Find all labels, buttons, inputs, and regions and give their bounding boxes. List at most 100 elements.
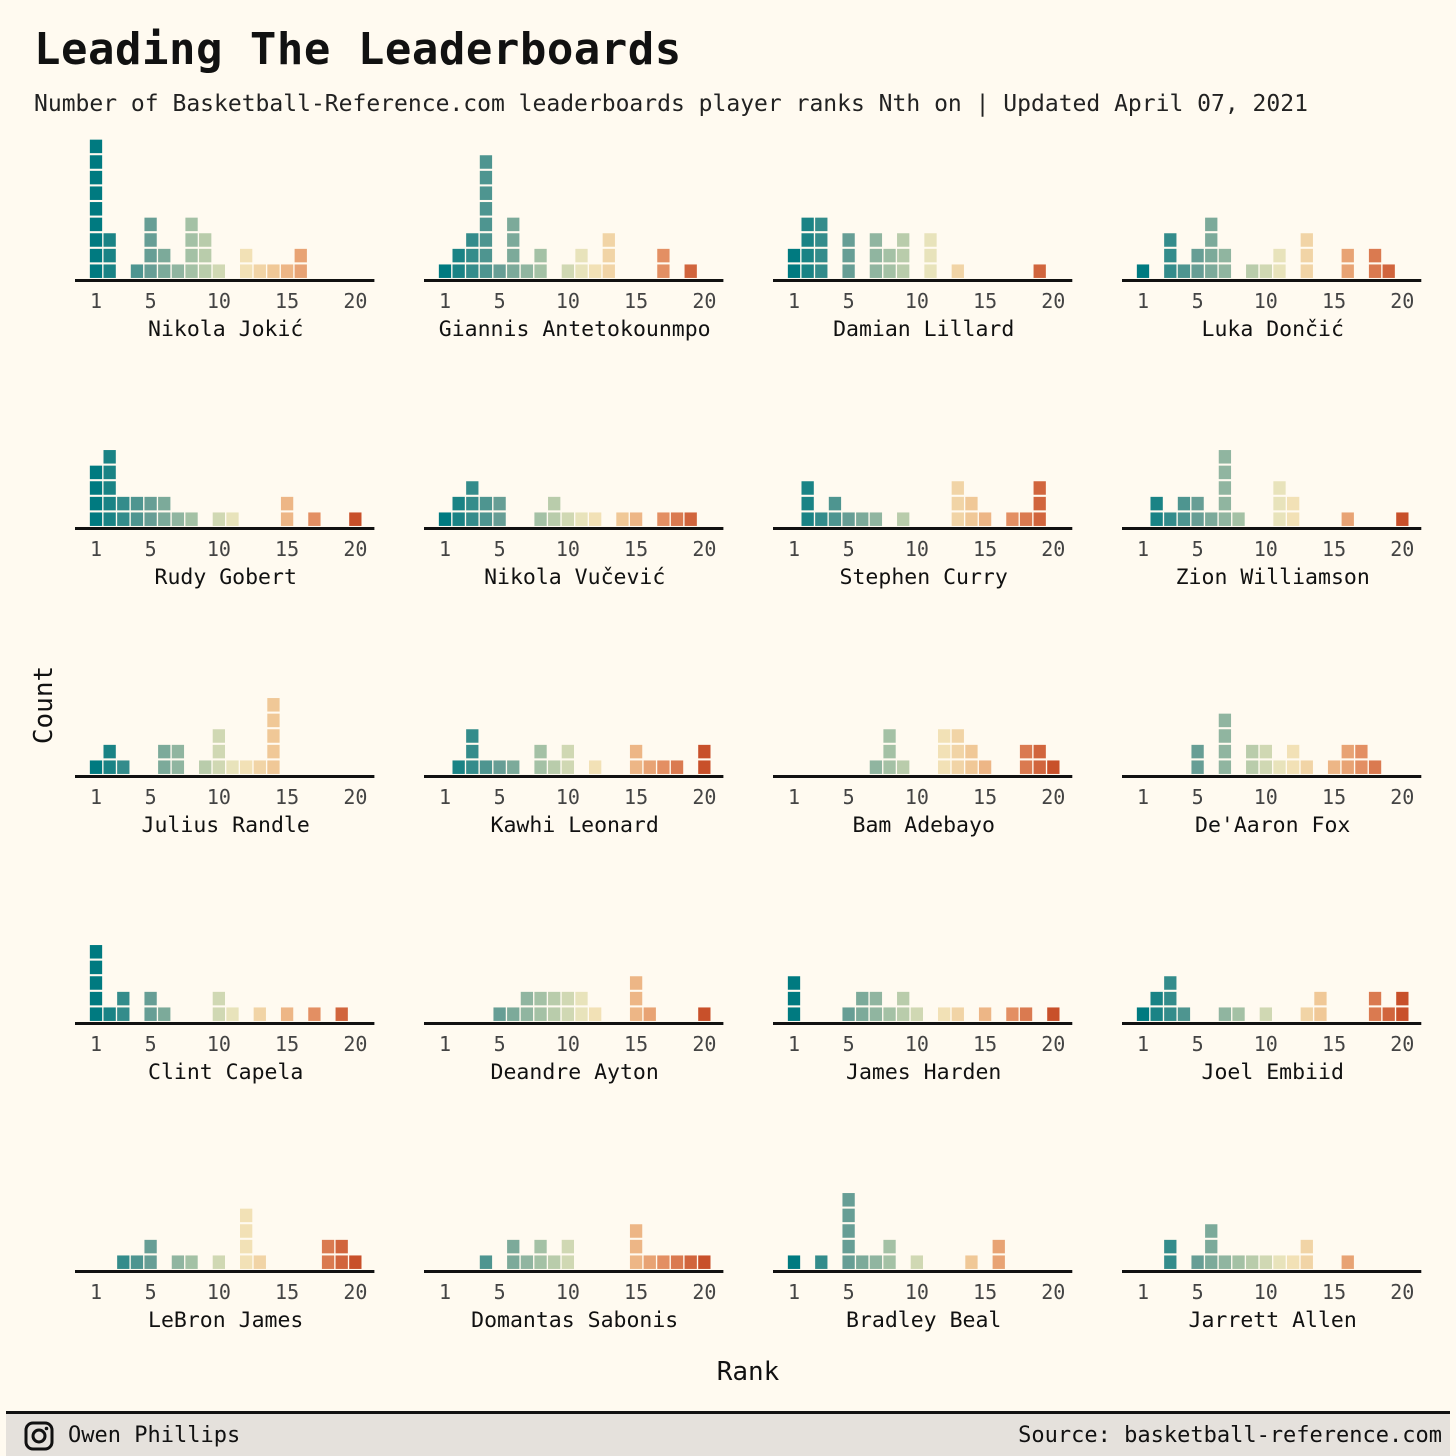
x-tick-label: 15 [973, 785, 997, 809]
bar-cell [1340, 511, 1355, 527]
bar-cell [1340, 1254, 1355, 1270]
bar-cell [88, 959, 104, 976]
bar-cell [950, 728, 965, 744]
bar-cell [492, 1006, 507, 1022]
x-tick-label: 15 [973, 537, 997, 561]
bar-cell [184, 263, 199, 279]
facet-title: Joel Embiid [1202, 1060, 1344, 1085]
x-tick-label: 5 [843, 1032, 855, 1056]
x-tick-label: 1 [439, 1280, 451, 1304]
bar-cell [506, 1254, 521, 1270]
bar-cell [1381, 1006, 1396, 1022]
bar-cell [841, 1006, 856, 1022]
bar-cell [964, 495, 979, 512]
bar-cell [1299, 1238, 1314, 1255]
bar-cell [1149, 990, 1164, 1007]
bar-cell [1176, 1006, 1191, 1022]
bar-cell [533, 247, 548, 264]
bar-cell [519, 990, 534, 1007]
author-credit: Owen Phillips [68, 1423, 241, 1448]
bar-cell [143, 232, 158, 248]
bar-cell [143, 247, 158, 264]
bar-cell [629, 1223, 644, 1239]
bar-cell [88, 154, 104, 170]
facet-title: Julius Randle [142, 813, 310, 838]
bar-cell [601, 232, 616, 248]
x-tick-label: 10 [207, 289, 231, 313]
bar-cell [1163, 990, 1178, 1007]
bar-cell [143, 1006, 158, 1022]
bar-cell [827, 495, 842, 512]
bar-cell [683, 263, 698, 279]
bar-cell [102, 449, 117, 465]
bar-cell [1163, 263, 1178, 279]
x-tick-label: 15 [275, 537, 299, 561]
bar-cell [574, 990, 589, 1007]
bar-cell [697, 759, 712, 775]
footer-bar: Owen Phillips Source: basketball-referen… [6, 1411, 1450, 1456]
bar-cell [1163, 511, 1178, 527]
x-tick-label: 5 [494, 289, 506, 313]
bar-cell [1272, 511, 1287, 527]
bar-cell [88, 759, 104, 775]
bar-cell [1272, 759, 1287, 775]
bar-cell [334, 1254, 349, 1270]
bar-cell [478, 154, 494, 170]
bar-cell [157, 247, 172, 264]
bar-cell [868, 511, 883, 527]
bar-cell [157, 759, 172, 775]
bar-cell [800, 232, 815, 248]
x-tick-label: 10 [556, 785, 580, 809]
x-tick-label: 5 [145, 1032, 157, 1056]
bar-cell [478, 247, 494, 264]
x-tick-label: 1 [90, 1032, 102, 1056]
x-tick-label: 10 [207, 537, 231, 561]
bar-cell [239, 1223, 254, 1239]
bar-cell [683, 511, 698, 527]
facet-title: Nikola Jokić [148, 317, 303, 342]
bar-cell [533, 1006, 548, 1022]
bar-cell [1046, 759, 1061, 775]
x-tick-label: 10 [905, 537, 929, 561]
bar-cell [184, 247, 199, 264]
bar-cell [88, 480, 104, 496]
bar-cell [533, 990, 548, 1007]
x-tick-label: 15 [1322, 537, 1346, 561]
bar-cell [266, 697, 281, 713]
bar-cell [88, 975, 104, 991]
bar-cell [1299, 263, 1314, 279]
x-tick-label: 15 [275, 1280, 299, 1304]
bar-cell [533, 1254, 548, 1270]
x-tick-label: 5 [843, 289, 855, 313]
facet-title: Stephen Curry [840, 565, 1008, 590]
bar-cell [280, 1006, 295, 1022]
bar-cell [629, 975, 644, 991]
bar-cell [102, 759, 117, 775]
bar-cell [506, 1238, 521, 1255]
bar-cell [506, 247, 521, 264]
bar-cell [280, 495, 295, 512]
bar-cell [1135, 263, 1151, 279]
bar-cell [814, 232, 829, 248]
x-tick-label: 20 [1041, 1280, 1065, 1304]
bar-cell [560, 759, 575, 775]
x-tick-label: 20 [343, 289, 367, 313]
x-tick-label: 1 [1137, 537, 1149, 561]
bar-cell [334, 1006, 349, 1022]
bar-cell [280, 263, 295, 279]
bar-cell [588, 263, 603, 279]
bar-cell [437, 263, 453, 279]
bar-cell [492, 759, 507, 775]
bar-cell [116, 1006, 131, 1022]
chart-title: Leading The Leaderboards [34, 24, 682, 75]
bar-cell [465, 247, 480, 264]
bar-cell [547, 1254, 562, 1270]
x-tick-label: 1 [788, 1280, 800, 1304]
bar-cell [1272, 1254, 1287, 1270]
bar-cell [978, 511, 993, 527]
bar-cell [1204, 1223, 1219, 1239]
